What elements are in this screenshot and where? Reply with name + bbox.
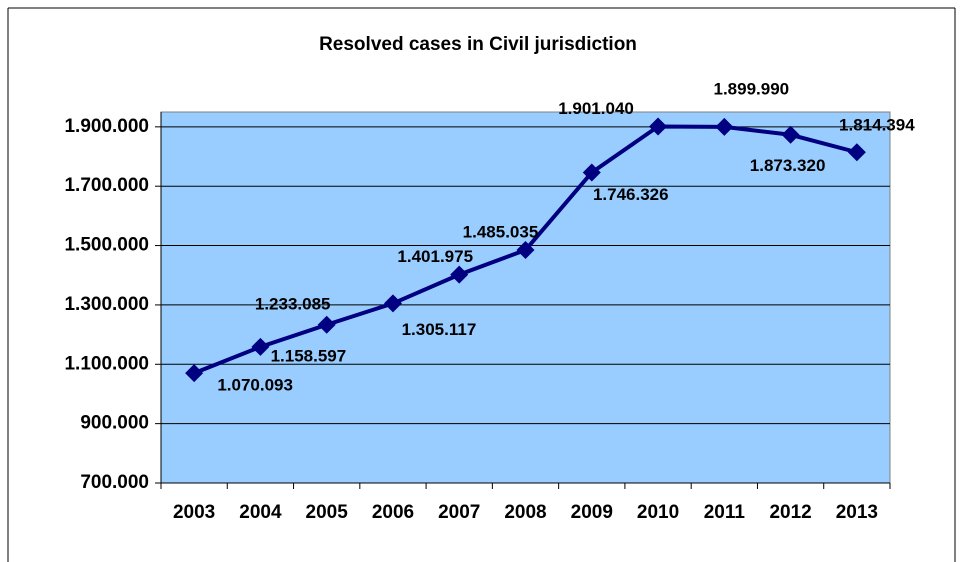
data-label: 1.158.597: [271, 346, 347, 365]
data-label: 1.901.040: [558, 99, 634, 118]
data-point: [185, 364, 204, 383]
data-point: [781, 125, 800, 144]
data-point: [582, 163, 601, 182]
y-tick-label: 1.500.000: [64, 235, 149, 256]
x-tick-label: 2006: [372, 502, 414, 523]
y-tick-label: 1.700.000: [64, 175, 149, 196]
data-point: [251, 337, 270, 356]
x-tick-label: 2011: [704, 502, 746, 523]
data-label: 1.814.394: [839, 116, 915, 135]
data-point: [516, 241, 535, 260]
data-point: [450, 265, 469, 284]
data-label: 1.305.117: [402, 320, 477, 339]
x-tick-label: 2009: [571, 502, 613, 523]
data-label: 1.873.320: [750, 156, 826, 175]
data-label: 1.401.975: [397, 247, 473, 266]
x-tick-label: 2007: [438, 502, 480, 523]
x-tick-label: 2005: [306, 502, 349, 523]
chart-title: Resolved cases in Civil jurisdiction: [319, 34, 637, 55]
x-tick-label: 2003: [173, 502, 215, 523]
data-label: 1.899.990: [713, 79, 789, 98]
data-label: 1.485.035: [463, 222, 539, 241]
x-tick-label: 2010: [637, 502, 679, 523]
y-tick-label: 700.000: [80, 472, 149, 493]
data-point: [383, 294, 402, 313]
x-tick-label: 2012: [769, 502, 811, 523]
data-point: [715, 117, 734, 136]
y-tick-label: 1.300.000: [64, 294, 149, 315]
data-point: [847, 143, 866, 162]
data-point: [317, 315, 336, 334]
data-label: 1.233.085: [255, 294, 331, 313]
data-label: 1.070.093: [217, 376, 293, 395]
plot-area: [160, 111, 891, 484]
y-tick-label: 1.900.000: [64, 116, 149, 137]
x-tick-label: 2004: [239, 502, 282, 523]
y-tick-label: 900.000: [80, 413, 149, 434]
y-tick-label: 1.100.000: [64, 353, 149, 374]
data-point: [649, 117, 668, 136]
x-tick-label: 2013: [836, 502, 878, 523]
data-label: 1.746.326: [593, 185, 669, 204]
x-tick-label: 2008: [504, 502, 546, 523]
